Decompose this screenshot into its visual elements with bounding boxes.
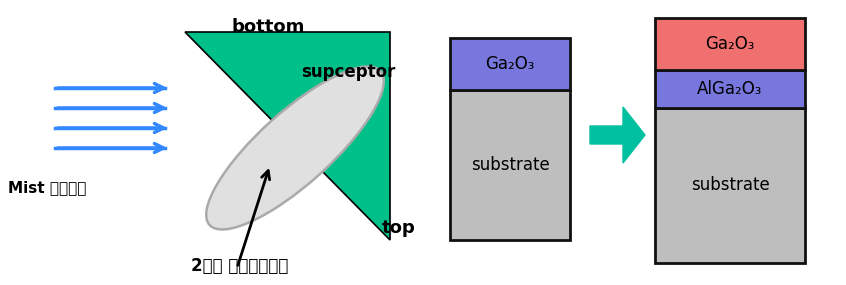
Bar	[450, 90, 570, 240]
Polygon shape	[185, 32, 390, 240]
Text: supceptor: supceptor	[301, 63, 395, 81]
Text: Mist 진행방향: Mist 진행방향	[8, 180, 86, 196]
Ellipse shape	[206, 66, 384, 229]
FancyArrow shape	[590, 107, 645, 163]
Bar	[655, 108, 805, 263]
Bar	[655, 70, 805, 108]
Bar	[655, 18, 805, 70]
Text: substrate: substrate	[470, 156, 549, 174]
Text: bottom: bottom	[231, 18, 305, 36]
Text: substrate: substrate	[690, 176, 769, 194]
Text: AlGa₂O₃: AlGa₂O₃	[697, 80, 763, 98]
Text: Ga₂O₃: Ga₂O₃	[706, 35, 755, 53]
Text: Ga₂O₃: Ga₂O₃	[486, 55, 535, 73]
Bar	[450, 38, 570, 90]
Text: top: top	[382, 219, 415, 237]
Text: 2인치 사파이어기판: 2인치 사파이어기판	[191, 257, 288, 275]
